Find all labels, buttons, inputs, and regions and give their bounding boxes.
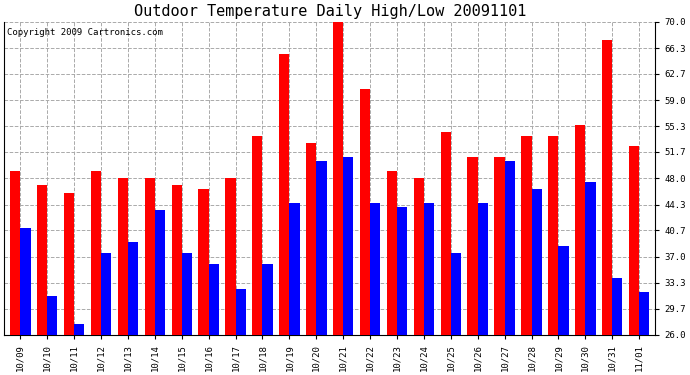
Bar [289,203,299,335]
Bar [172,186,181,335]
Bar [47,296,57,335]
Bar [612,278,622,335]
Bar [629,146,639,335]
Bar [199,189,208,335]
Bar [208,264,219,335]
Bar [10,171,20,335]
Bar [91,171,101,335]
Bar [558,246,569,335]
Bar [549,136,558,335]
Title: Outdoor Temperature Daily High/Low 20091101: Outdoor Temperature Daily High/Low 20091… [134,4,526,19]
Bar [585,182,595,335]
Bar [128,242,138,335]
Bar [360,89,370,335]
Bar [235,289,246,335]
Bar [20,228,30,335]
Bar [306,143,316,335]
Bar [602,39,612,335]
Bar [531,189,542,335]
Bar [226,178,235,335]
Bar [333,22,343,335]
Bar [477,203,488,335]
Bar [279,54,289,335]
Bar [74,324,84,335]
Bar [451,253,461,335]
Bar [504,160,515,335]
Bar [441,132,451,335]
Bar [181,253,192,335]
Bar [397,207,407,335]
Bar [343,157,353,335]
Bar [639,292,649,335]
Bar [118,178,128,335]
Bar [253,136,262,335]
Text: Copyright 2009 Cartronics.com: Copyright 2009 Cartronics.com [8,28,164,37]
Bar [37,186,47,335]
Bar [101,253,111,335]
Bar [414,178,424,335]
Bar [262,264,273,335]
Bar [387,171,397,335]
Bar [316,160,326,335]
Bar [522,136,531,335]
Bar [424,203,434,335]
Bar [155,210,165,335]
Bar [370,203,380,335]
Bar [575,125,585,335]
Bar [468,157,477,335]
Bar [495,157,504,335]
Bar [145,178,155,335]
Bar [64,193,74,335]
